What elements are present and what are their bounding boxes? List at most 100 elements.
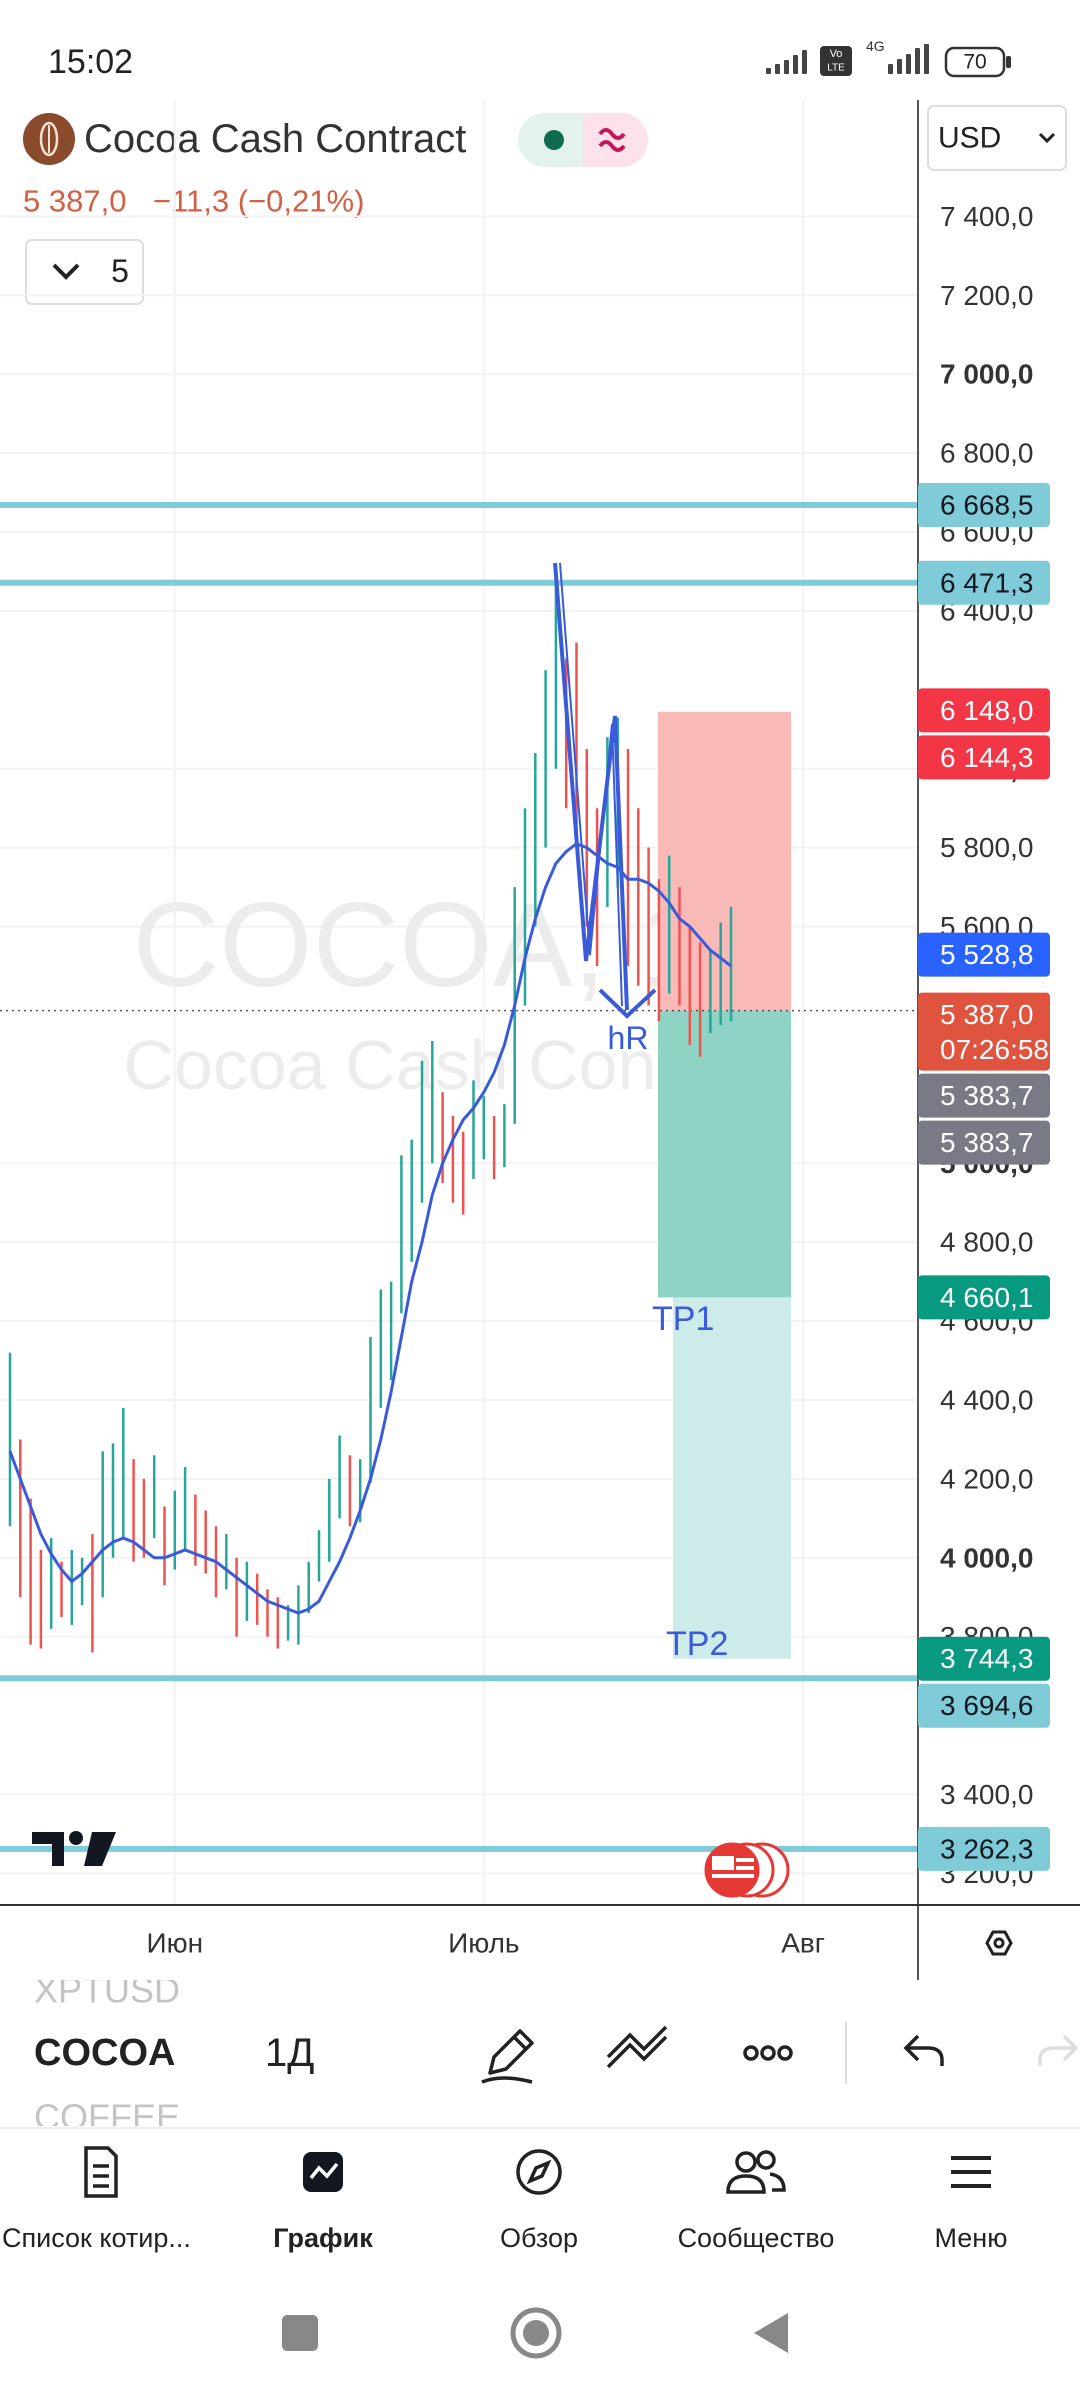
price-badge — [918, 482, 1050, 527]
price-badge — [918, 735, 1050, 780]
nav-label[interactable]: Меню — [935, 2223, 1008, 2253]
zigzag-drawing[interactable] — [559, 562, 623, 1007]
signal-icon — [888, 44, 929, 74]
volte-icon — [820, 46, 852, 76]
volte-text: Vo — [830, 48, 843, 60]
y-tick-label: 7 200,0 — [940, 280, 1033, 311]
battery-level: 70 — [963, 51, 986, 74]
status-pill-right — [583, 113, 648, 167]
annotation-label[interactable]: hR — [608, 1020, 649, 1056]
price-badge-label: 5 383,7 — [940, 1080, 1033, 1111]
y-tick-label: 7 400,0 — [940, 201, 1033, 232]
nav-label[interactable]: Список котир... — [2, 2223, 191, 2253]
currency-select[interactable] — [927, 105, 1067, 171]
y-tick-label: 4 800,0 — [940, 1227, 1033, 1258]
x-tick-label: Июль — [448, 1928, 519, 1959]
price-badge-label: 5 528,8 — [940, 939, 1033, 970]
y-tick-label: 7 000,0 — [940, 359, 1033, 390]
price-change: −11,3 (−0,21%) — [153, 184, 364, 219]
tradingview-logo — [32, 1831, 116, 1866]
x-tick-label: Авг — [781, 1928, 825, 1959]
price-badge — [918, 1636, 1050, 1681]
symbol-name[interactable]: Cocoa Cash Contract — [84, 117, 466, 161]
y-tick-label: 3 400,0 — [940, 1779, 1033, 1810]
y-tick-label: 4 200,0 — [940, 1463, 1033, 1494]
signal-icon — [766, 50, 807, 74]
time-axis: Июн Июль Авг — [147, 1928, 825, 1959]
settings-icon — [993, 1937, 1005, 1949]
trend-tool-icon[interactable] — [606, 2025, 668, 2069]
indicators-count: 5 — [111, 253, 129, 289]
settings-icon[interactable] — [985, 1930, 1013, 1956]
nav-label[interactable]: График — [273, 2223, 373, 2253]
symbol-logo-bean — [39, 121, 59, 157]
price-badge-label: 3 262,3 — [940, 1833, 1033, 1864]
market-open-dot — [544, 130, 564, 150]
watchlist-icon[interactable] — [84, 2146, 118, 2198]
back-button[interactable] — [754, 2313, 788, 2353]
home-button-dot — [523, 2320, 549, 2346]
annotation-label[interactable]: TP1 — [652, 1300, 714, 1338]
menu-icon[interactable] — [951, 2156, 991, 2188]
currency: USD — [938, 122, 1001, 155]
price-badges: 6 668,5 6 471,3 6 148,0 6 144,3 5 528,8 5 387… — [918, 482, 1050, 1871]
price-badge-label: 6 668,5 — [940, 489, 1033, 520]
price-badge-label: 3 744,3 — [940, 1643, 1033, 1674]
price-badge-label: 4 660,1 — [940, 1282, 1033, 1313]
position-zone — [673, 1297, 791, 1659]
position-tool[interactable] — [658, 711, 791, 1659]
battery-tip — [1006, 56, 1011, 68]
chart-icon-line — [309, 2162, 339, 2180]
annotation-label[interactable]: TP2 — [666, 1625, 728, 1663]
position-zone — [658, 711, 791, 1011]
symbol-current[interactable]: COCOA — [34, 2032, 175, 2074]
data-delay-icon — [598, 128, 626, 152]
interval[interactable]: 1Д — [265, 2031, 314, 2075]
chevron-icon — [52, 263, 80, 280]
price-badge-label: 6 148,0 — [940, 695, 1033, 726]
price-badge-label: 6 144,3 — [940, 742, 1033, 773]
price-badge — [918, 560, 1050, 605]
price-badge — [918, 1275, 1050, 1320]
y-tick-label: 4 000,0 — [940, 1542, 1033, 1573]
undo-icon[interactable] — [903, 2034, 944, 2066]
battery-icon — [944, 46, 1006, 78]
more-icon[interactable] — [743, 2045, 793, 2061]
symbol-carousel[interactable]: XPTUSD COCOA COFFEE — [34, 1970, 180, 2138]
arrow-head — [598, 988, 657, 1019]
home-button[interactable] — [510, 2307, 562, 2359]
price-badge — [918, 1683, 1050, 1728]
price-badge — [918, 688, 1050, 733]
price-badge — [918, 1073, 1050, 1118]
last-price: 5 387,0 — [23, 184, 126, 219]
explore-icon-needle — [526, 2159, 552, 2185]
x-tick-label: Июн — [147, 1928, 204, 1959]
price-badge-label: 6 471,3 — [940, 567, 1033, 598]
y-tick-label: 5 800,0 — [940, 832, 1033, 863]
indicators-toggle[interactable] — [25, 239, 144, 305]
drawings[interactable]: hR TP1 TP2 — [553, 562, 728, 1663]
symbol-next[interactable]: COFFEE — [34, 2097, 180, 2138]
price-badge — [918, 932, 1050, 977]
explore-icon[interactable] — [516, 2149, 562, 2195]
price-badge-label: 3 694,6 — [940, 1690, 1033, 1721]
nav-label[interactable]: Обзор — [500, 2223, 578, 2253]
status-time: 15:02 — [48, 43, 133, 81]
events-icon[interactable] — [704, 1842, 790, 1898]
draw-icon[interactable] — [481, 2029, 534, 2084]
y-tick-label: 4 400,0 — [940, 1384, 1033, 1415]
countdown-label: 07:26:58 — [940, 1034, 1049, 1065]
recents-button[interactable] — [282, 2315, 318, 2351]
price-badge — [918, 992, 1050, 1071]
chevron-icon — [1038, 132, 1056, 144]
redo-icon — [1038, 2034, 1079, 2066]
community-icon[interactable] — [726, 2150, 786, 2194]
symbol-prev[interactable]: XPTUSD — [34, 1970, 180, 2011]
price-badge-label: 5 383,7 — [940, 1127, 1033, 1158]
price-badge-label: 5 387,0 — [940, 999, 1033, 1030]
nav-label[interactable]: Сообщество — [678, 2223, 835, 2253]
